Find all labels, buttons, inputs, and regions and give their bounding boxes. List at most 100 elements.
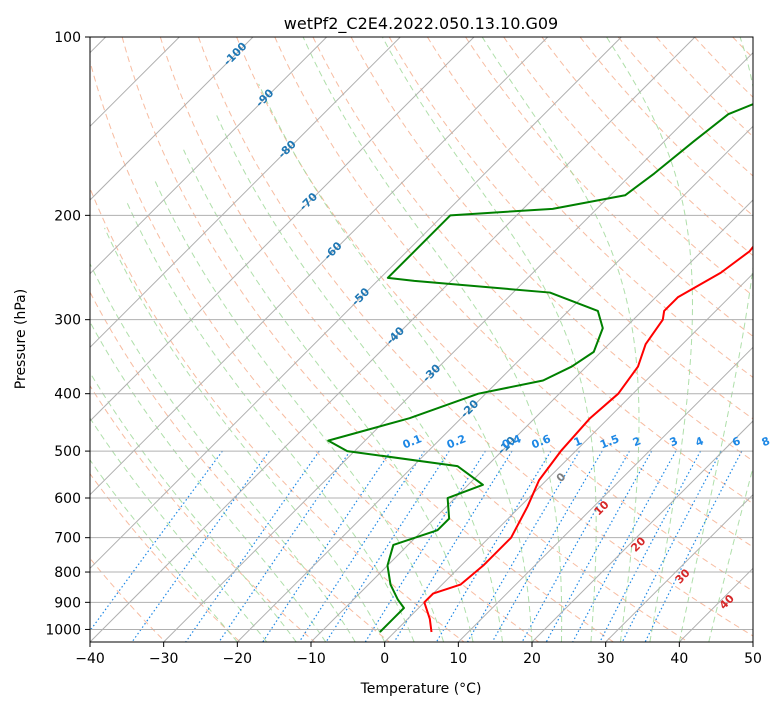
mixing-ratio-label: 2 xyxy=(631,434,643,449)
mixing-ratio-line xyxy=(521,450,631,642)
y-tick-label: 300 xyxy=(54,313,81,329)
dry-adiabat xyxy=(350,37,753,462)
moist-adiabat-label: 10 xyxy=(592,498,612,518)
dry-adiabat xyxy=(388,37,753,420)
dry-adiabat xyxy=(90,384,316,642)
mixing-ratio-label: 6 xyxy=(730,434,742,449)
mixing-ratio-label: 0.2 xyxy=(445,432,468,451)
dry-adiabat xyxy=(655,37,753,138)
y-tick-label: 900 xyxy=(54,595,81,611)
dry-adiabat xyxy=(274,37,753,548)
x-tick-label: −40 xyxy=(75,651,105,667)
y-tick-label: 1000 xyxy=(45,622,81,638)
isotherm xyxy=(384,272,753,642)
isotherm xyxy=(752,641,753,642)
isotherm xyxy=(90,37,622,570)
dry-adiabat xyxy=(771,37,775,642)
moist-adiabat xyxy=(258,83,533,642)
line-annotations: -100-90-80-70-60-50-40-30-20-100.1 0.2 0.4… xyxy=(221,39,772,612)
moist-adiabat xyxy=(90,417,268,642)
dry-adiabat xyxy=(236,37,753,592)
y-tick-label: 700 xyxy=(54,531,81,547)
isotherm xyxy=(457,346,753,642)
dry-adiabat xyxy=(465,37,753,337)
x-axis-label: Temperature (°C) xyxy=(360,681,482,697)
dry-adiabat xyxy=(198,37,753,637)
y-tick-label: 800 xyxy=(54,565,81,581)
x-tick-label: −10 xyxy=(296,651,326,667)
dry-adiabat xyxy=(90,59,540,642)
mixing-ratio-label: 1.5 xyxy=(598,432,621,451)
moist-adiabat xyxy=(183,149,474,642)
mixing-ratio-line xyxy=(435,450,552,642)
moist-adiabat xyxy=(90,459,238,642)
mixing-ratio-label: 1 xyxy=(572,434,584,449)
dry-adiabat xyxy=(694,37,753,98)
dry-adiabat xyxy=(159,37,689,642)
dry-adiabat xyxy=(90,291,390,642)
moist-adiabat xyxy=(104,227,386,642)
mixing-ratio-label: 4 xyxy=(694,434,706,449)
x-tick-label: 30 xyxy=(597,651,615,667)
temperature-profile xyxy=(423,245,753,633)
moist-adiabat xyxy=(215,114,504,642)
mixing-ratio-line xyxy=(621,450,722,642)
isotherm xyxy=(236,125,753,642)
mixing-ratio-label: 0.6 xyxy=(530,432,553,451)
mixing-ratio-line xyxy=(131,450,270,642)
isotherm xyxy=(678,567,753,642)
dry-adiabat xyxy=(541,37,753,257)
mixing-ratio-line xyxy=(393,450,513,642)
x-tick-label: 10 xyxy=(449,651,467,667)
moist-adiabat xyxy=(678,37,753,642)
mixing-ratio-line xyxy=(572,450,677,642)
mixing-ratio-line xyxy=(491,450,603,642)
dry-adiabat xyxy=(426,37,753,378)
moist-adiabat xyxy=(302,37,563,642)
x-tick-label: 40 xyxy=(670,651,688,667)
sounding-profiles xyxy=(327,103,753,633)
y-axis-label: Pressure (hPa) xyxy=(13,289,29,389)
mixing-ratio-line xyxy=(364,450,486,642)
moist-adiabat xyxy=(126,201,415,642)
isotherm xyxy=(531,420,753,642)
x-tick-label: 20 xyxy=(523,651,541,667)
x-tick-label: −20 xyxy=(223,651,253,667)
moist-adiabat xyxy=(90,371,297,642)
y-tick-label: 500 xyxy=(54,444,81,460)
mixing-ratio-label: 3 xyxy=(668,434,680,449)
mixing-ratio-label: 0.4 xyxy=(500,432,523,451)
mixing-ratio-line xyxy=(218,450,351,642)
mixing-ratio-label: 8 xyxy=(760,434,772,449)
isotherm xyxy=(90,37,401,349)
y-tick-label: 100 xyxy=(54,30,81,46)
y-tick-label: 400 xyxy=(54,387,81,403)
moist-adiabat-label: 40 xyxy=(717,592,737,612)
dry-adiabat xyxy=(732,37,753,59)
plot-frame xyxy=(89,36,754,643)
moist-adiabat xyxy=(606,37,693,642)
background-lines xyxy=(90,37,775,642)
isotherm xyxy=(90,37,328,275)
isotherm xyxy=(90,37,696,642)
dry-adiabat xyxy=(579,37,753,217)
isotherm xyxy=(90,37,475,422)
moist-adiabat xyxy=(90,320,327,642)
moist-adiabat xyxy=(90,262,356,642)
isotherm xyxy=(605,493,753,642)
y-tick-label: 200 xyxy=(54,208,81,224)
moist-adiabat xyxy=(154,180,445,642)
moist-adiabat xyxy=(381,37,597,642)
x-tick-label: −30 xyxy=(149,651,179,667)
moist-adiabat-label: 30 xyxy=(673,566,693,586)
mixing-ratio-line xyxy=(545,450,653,642)
dry-adiabat xyxy=(121,37,614,642)
x-tick-label: 50 xyxy=(744,651,762,667)
dry-adiabat xyxy=(312,37,753,505)
dry-adiabat xyxy=(90,472,241,642)
axis-ticks: −40 −30 −20 −10 0 10 20 30 40 5010020030040050060… xyxy=(45,30,762,667)
dry-adiabat xyxy=(90,186,465,642)
mixing-ratio-line xyxy=(599,450,702,642)
isotherm xyxy=(163,51,753,642)
